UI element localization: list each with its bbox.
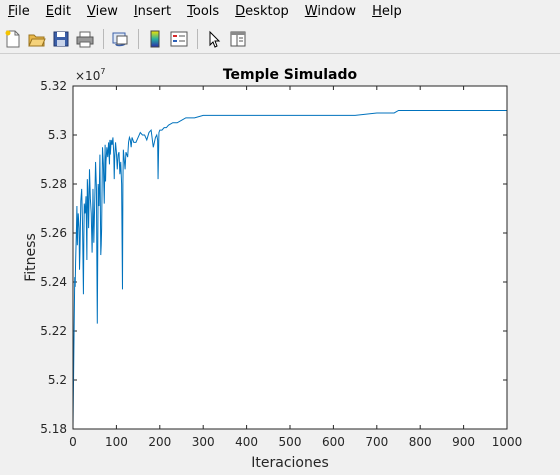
x-axis-label: Iteraciones xyxy=(251,455,329,471)
toolbar-separator xyxy=(103,29,104,49)
menu-edit[interactable]: Edit xyxy=(38,0,79,24)
y-tick-label: 5.32 xyxy=(40,79,67,93)
menu-bar: File Edit View Insert Tools Desktop Window Help xyxy=(0,0,560,24)
insert-colorbar-icon[interactable] xyxy=(144,28,166,50)
y-tick-label: 5.2 xyxy=(48,373,67,387)
exponent-power: 7 xyxy=(100,67,105,76)
open-file-icon[interactable] xyxy=(26,28,48,50)
edit-plot-arrow-icon[interactable] xyxy=(203,28,225,50)
plot-area[interactable] xyxy=(73,86,507,429)
exponent-base: ×10 xyxy=(75,69,100,83)
x-tick-label: 600 xyxy=(322,435,345,449)
menu-label: indow xyxy=(317,4,357,19)
menu-mnemonic: T xyxy=(187,4,193,19)
x-tick-label: 200 xyxy=(148,435,171,449)
chart-title: Temple Simulado xyxy=(223,67,358,83)
menu-mnemonic: W xyxy=(304,4,318,19)
save-icon[interactable] xyxy=(50,28,72,50)
menu-label: ools xyxy=(192,4,220,19)
menu-mnemonic: V xyxy=(86,4,96,19)
y-tick-label: 5.28 xyxy=(40,177,67,191)
print-icon[interactable] xyxy=(74,28,96,50)
x-tick-label: 0 xyxy=(69,435,77,449)
axes-box xyxy=(72,85,508,430)
link-plot-icon[interactable] xyxy=(109,28,131,50)
x-tick-label: 500 xyxy=(279,435,302,449)
menu-desktop[interactable]: Desktop xyxy=(227,0,297,24)
line-chart: 0 100 200 300 400 500 600 700 800 900 1000 5.18 5.2 5… xyxy=(23,67,523,471)
toolbar-separator xyxy=(138,29,139,49)
x-tick-label: 100 xyxy=(105,435,128,449)
figure-toolbar xyxy=(0,25,560,54)
x-tick-label: 900 xyxy=(452,435,475,449)
figure-area: 0 100 200 300 400 500 600 700 800 900 1000 5.18 5.2 5… xyxy=(0,54,560,475)
menu-mnemonic: D xyxy=(235,4,246,19)
menu-mnemonic: E xyxy=(45,4,54,19)
menu-file[interactable]: File xyxy=(0,0,38,24)
y-axis-exponent: ×107 xyxy=(75,67,105,83)
menu-mnemonic: I xyxy=(133,4,138,19)
menu-label: iew xyxy=(95,4,118,19)
menu-label: dit xyxy=(54,4,71,19)
x-tick-label: 300 xyxy=(192,435,215,449)
x-tick-label: 700 xyxy=(365,435,388,449)
y-tick-label: 5.18 xyxy=(40,422,67,436)
menu-insert[interactable]: Insert xyxy=(126,0,179,24)
new-figure-icon[interactable] xyxy=(2,28,24,50)
y-tick-label: 5.24 xyxy=(40,275,67,289)
x-tick-label: 800 xyxy=(409,435,432,449)
x-tick-label: 1000 xyxy=(492,435,523,449)
y-tick-label: 5.22 xyxy=(40,324,67,338)
insert-legend-icon[interactable] xyxy=(168,28,190,50)
menu-mnemonic: H xyxy=(372,4,382,19)
menu-tools[interactable]: Tools xyxy=(179,0,227,24)
toolbar-separator xyxy=(197,29,198,49)
y-axis-label: Fitness xyxy=(23,233,39,282)
y-tick-label: 5.3 xyxy=(48,128,67,142)
series-line xyxy=(72,110,507,427)
menu-mnemonic: F xyxy=(8,4,15,19)
x-tick-label: 400 xyxy=(235,435,258,449)
y-tick-label: 5.26 xyxy=(40,226,67,240)
menu-window[interactable]: Window xyxy=(297,0,364,24)
menu-label: elp xyxy=(381,4,402,19)
menu-view[interactable]: View xyxy=(79,0,126,24)
menu-label: esktop xyxy=(245,4,289,19)
menu-label: ile xyxy=(14,4,30,19)
menu-help[interactable]: Help xyxy=(364,0,410,24)
menu-label: nsert xyxy=(137,4,172,19)
property-inspector-icon[interactable] xyxy=(227,28,249,50)
